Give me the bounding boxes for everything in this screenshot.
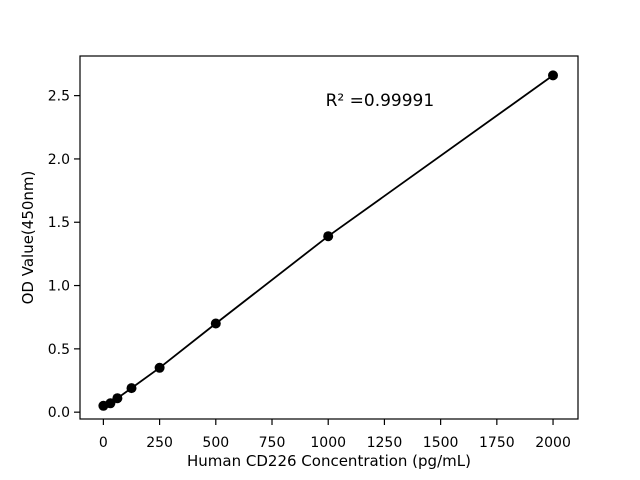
data-point <box>548 70 558 81</box>
x-tick-label: 2000 <box>535 435 571 451</box>
y-tick-label: 2.5 <box>48 89 70 105</box>
y-tick-label: 1.0 <box>48 279 70 295</box>
x-tick-label: 1000 <box>310 435 346 451</box>
y-tick-label: 0.5 <box>48 342 70 358</box>
x-tick-label: 1750 <box>479 435 515 451</box>
x-tick-label: 1250 <box>367 435 403 451</box>
r-squared-annotation: R² =0.99991 <box>326 91 435 111</box>
x-tick-label: 1500 <box>423 435 459 451</box>
data-point <box>323 231 334 242</box>
x-tick-label: 250 <box>146 435 173 451</box>
y-tick-label: 0.0 <box>48 405 70 421</box>
data-point <box>126 383 137 394</box>
y-axis-title: OD Value(450nm) <box>19 171 37 305</box>
data-point <box>105 398 116 409</box>
x-axis-title: Human CD226 Concentration (pg/mL) <box>187 452 471 470</box>
data-point <box>112 393 123 404</box>
x-tick-label: 750 <box>259 435 286 451</box>
data-point <box>210 318 221 329</box>
y-tick-label: 2.0 <box>48 152 70 168</box>
x-tick-label: 500 <box>202 435 229 451</box>
y-tick-label: 1.5 <box>48 215 70 231</box>
x-tick-label: 0 <box>99 435 108 451</box>
data-point <box>154 362 165 373</box>
